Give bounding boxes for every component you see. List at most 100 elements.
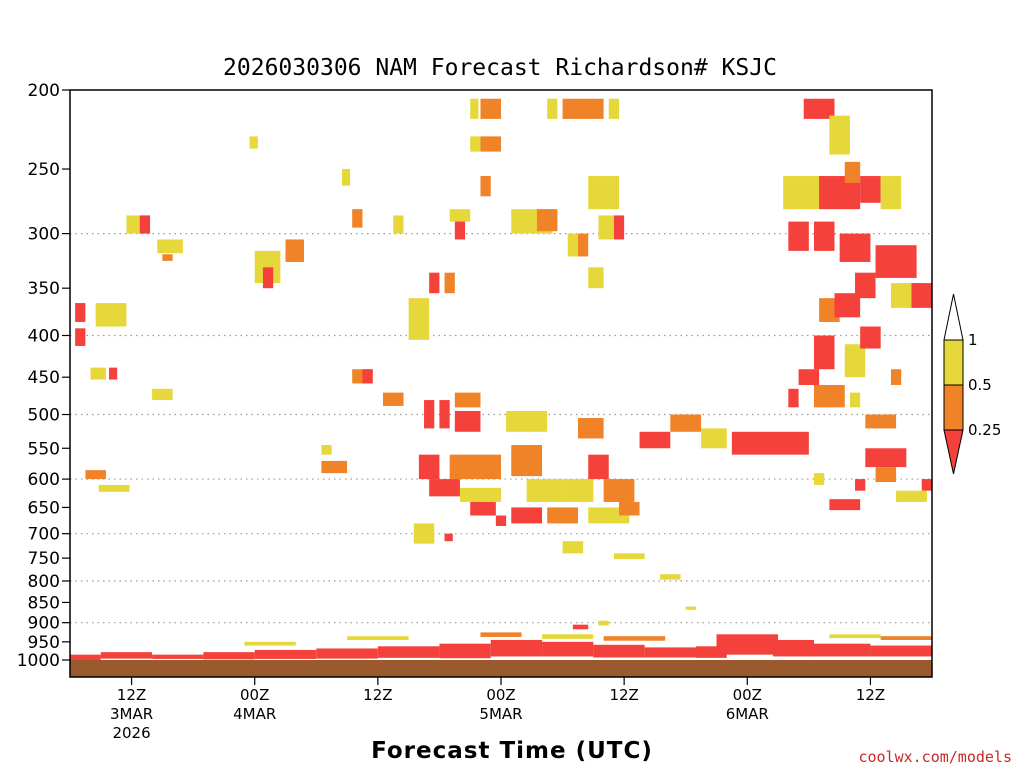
data-block [75,328,86,346]
data-block [490,639,543,657]
data-block [808,643,871,657]
data-block [598,215,614,240]
data-block [470,136,481,152]
data-block [613,215,625,240]
y-tick-label: 850 [28,593,60,613]
data-block [562,98,604,119]
legend-label: 0.25 [968,421,1001,439]
data-block [449,454,501,480]
data-block [670,414,702,432]
data-block [254,649,317,659]
data-block [352,209,363,228]
data-block [855,479,866,491]
x-tick-label: 00Z [486,686,515,704]
legend-swatch [943,429,964,475]
x-tick-label: 2026 [112,724,150,742]
data-block [685,606,696,610]
data-block [562,479,594,502]
data-block [480,176,491,197]
x-tick-label: 12Z [117,686,146,704]
data-block [408,298,430,340]
data-block [454,410,481,432]
data-block [772,639,814,657]
legend-label: 0.5 [968,376,992,394]
data-block [890,369,902,385]
data-block [839,233,871,262]
data-block [921,479,932,491]
data-block [444,533,453,542]
data-block [813,473,825,485]
data-block [429,272,440,294]
data-block [100,652,153,659]
data-block [413,523,435,544]
data-block [588,176,620,210]
y-tick-label: 700 [28,525,60,545]
x-tick-label: 00Z [733,686,762,704]
x-tick-label: 3MAR [110,705,153,723]
y-tick-label: 1000 [17,651,60,671]
data-block [788,388,799,408]
data-block [588,454,609,480]
data-block [911,283,932,308]
data-block [511,445,543,477]
data-block [644,647,696,658]
data-block [393,215,404,234]
x-tick-label: 00Z [240,686,269,704]
data-block [716,634,779,655]
data-block [90,367,106,380]
data-block [880,176,902,210]
data-block [603,479,635,502]
x-tick-label: 12Z [363,686,392,704]
legend-label: 1 [968,331,978,349]
y-tick-label: 950 [28,633,60,653]
x-tick-label: 5MAR [479,705,522,723]
data-block [701,428,727,449]
legend-swatch [943,384,964,431]
data-block [249,136,258,149]
data-block [577,233,589,257]
data-block [896,490,927,502]
chart-title: 2026030306 NAM Forecast Richardson# KSJC [223,55,777,81]
data-block [731,431,809,455]
data-block [321,460,348,474]
data-block [495,515,507,527]
data-block [567,233,578,257]
data-block [316,648,378,659]
data-block [855,272,876,299]
data-block [439,643,491,659]
data-block [577,418,604,439]
data-block [424,400,435,429]
data-block [613,553,645,560]
data-block [108,367,118,380]
data-blocks [70,98,932,660]
y-tick-label: 650 [28,498,60,518]
data-block [511,507,543,524]
data-block [819,298,840,322]
y-tick-label: 500 [28,406,60,426]
data-block [152,388,173,401]
data-block [341,169,351,186]
data-block [829,115,850,155]
data-block [603,636,666,641]
y-axis: 200 250 300 350 400 450 500 550 600 650 700 750 8008… [17,81,70,671]
data-block [798,369,820,385]
data-block [813,384,845,408]
data-block [70,654,101,660]
data-block [829,634,881,639]
data-block [203,652,255,660]
y-tick-label: 200 [28,81,60,101]
data-block [470,98,479,119]
data-block [849,392,861,408]
data-block [418,454,440,480]
data-block [377,646,440,658]
legend: 1 0.5 0.25 [943,293,1001,475]
data-block [788,221,809,251]
data-block [285,239,304,262]
credit-text: coolwx.com/models [858,748,1012,766]
data-block [536,209,558,232]
x-tick-label: 12Z [609,686,638,704]
data-block [695,646,727,658]
legend-swatch [943,339,964,386]
